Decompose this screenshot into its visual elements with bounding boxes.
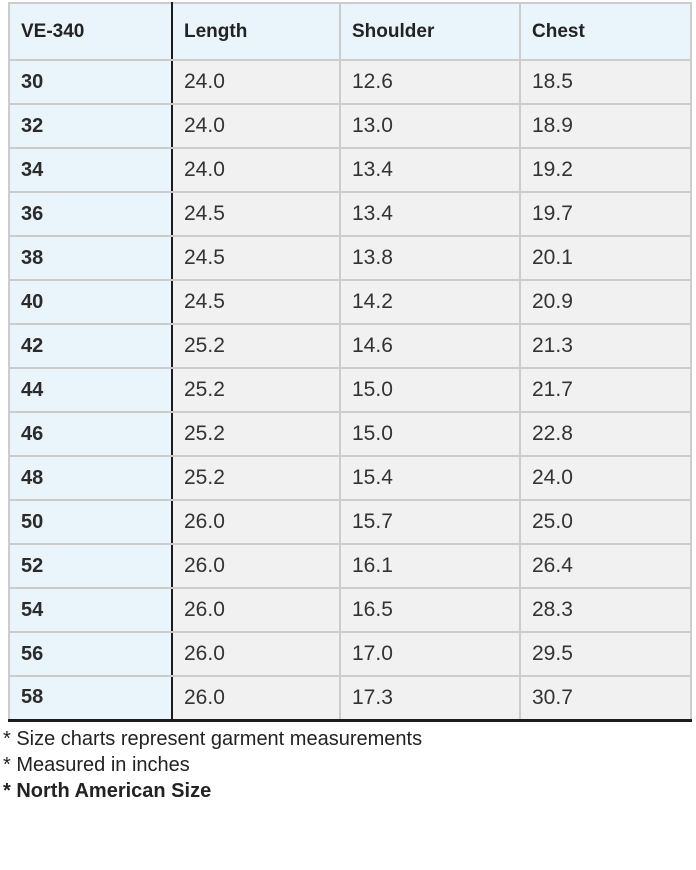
measurement-cell: 15.7 [339, 499, 521, 545]
measurement-cell: 15.0 [339, 367, 521, 413]
size-cell: 38 [8, 235, 173, 281]
footnote-line: * Measured in inches [3, 753, 190, 776]
measurement-cell: 18.5 [519, 59, 692, 105]
length-header-cell: Length [171, 2, 341, 61]
measurement-cell: 19.2 [519, 147, 692, 193]
measurement-cell: 26.0 [171, 587, 341, 633]
measurement-cell: 24.5 [171, 191, 341, 237]
measurement-cell: 14.2 [339, 279, 521, 325]
measurement-cell: 25.2 [171, 455, 341, 501]
model-header-cell: VE-340 [8, 2, 173, 61]
measurement-cell: 20.9 [519, 279, 692, 325]
measurement-cell: 29.5 [519, 631, 692, 677]
measurement-cell: 28.3 [519, 587, 692, 633]
measurement-cell: 20.1 [519, 235, 692, 281]
footnotes: * Size charts represent garment measurem… [3, 726, 696, 804]
shoulder-header-cell: Shoulder [339, 2, 521, 61]
chest-header-cell: Chest [519, 2, 692, 61]
measurement-cell: 24.0 [171, 147, 341, 193]
size-cell: 50 [8, 499, 173, 545]
measurement-cell: 24.0 [519, 455, 692, 501]
size-chart-body: 30 24.0 12.6 18.5 32 24.0 13.0 18.9 34 24.0 13.4 19… [8, 59, 692, 721]
measurement-cell: 21.3 [519, 323, 692, 369]
size-cell: 56 [8, 631, 173, 677]
measurement-cell: 25.2 [171, 323, 341, 369]
size-cell: 54 [8, 587, 173, 633]
measurement-cell: 19.7 [519, 191, 692, 237]
measurement-cell: 17.0 [339, 631, 521, 677]
measurement-cell: 24.0 [171, 103, 341, 149]
measurement-cell: 15.0 [339, 411, 521, 457]
measurement-cell: 24.0 [171, 59, 341, 105]
table-row: 54 26.0 16.5 28.3 [8, 587, 692, 633]
table-row: 36 24.5 13.4 19.7 [8, 191, 692, 237]
table-row: 42 25.2 14.6 21.3 [8, 323, 692, 369]
size-cell: 52 [8, 543, 173, 589]
size-cell: 32 [8, 103, 173, 149]
measurement-cell: 16.1 [339, 543, 521, 589]
table-row: 58 26.0 17.3 30.7 [8, 675, 692, 721]
measurement-cell: 26.0 [171, 543, 341, 589]
measurement-cell: 21.7 [519, 367, 692, 413]
measurement-cell: 26.0 [171, 675, 341, 721]
table-row: 48 25.2 15.4 24.0 [8, 455, 692, 501]
footnote-line: * Size charts represent garment measurem… [3, 727, 423, 750]
measurement-cell: 26.4 [519, 543, 692, 589]
table-row: 38 24.5 13.8 20.1 [8, 235, 692, 281]
measurement-cell: 13.0 [339, 103, 521, 149]
size-cell: 36 [8, 191, 173, 237]
table-row: 46 25.2 15.0 22.8 [8, 411, 692, 457]
measurement-cell: 26.0 [171, 631, 341, 677]
table-row: 44 25.2 15.0 21.7 [8, 367, 692, 413]
table-row: 50 26.0 15.7 25.0 [8, 499, 692, 545]
size-cell: 30 [8, 59, 173, 105]
measurement-cell: 15.4 [339, 455, 521, 501]
size-chart-header: VE-340 Length Shoulder Chest [8, 2, 692, 61]
size-cell: 44 [8, 367, 173, 413]
measurement-cell: 24.5 [171, 279, 341, 325]
measurement-cell: 24.5 [171, 235, 341, 281]
measurement-cell: 14.6 [339, 323, 521, 369]
measurement-cell: 22.8 [519, 411, 692, 457]
table-row: 32 24.0 13.0 18.9 [8, 103, 692, 149]
measurement-cell: 17.3 [339, 675, 521, 721]
table-row: 52 26.0 16.1 26.4 [8, 543, 692, 589]
size-chart-table: VE-340 Length Shoulder Chest 30 24.0 12.6 1… [8, 2, 692, 722]
footnote-line: * North American Size [3, 779, 212, 802]
measurement-cell: 18.9 [519, 103, 692, 149]
size-cell: 48 [8, 455, 173, 501]
size-cell: 34 [8, 147, 173, 193]
measurement-cell: 26.0 [171, 499, 341, 545]
size-cell: 46 [8, 411, 173, 457]
measurement-cell: 13.8 [339, 235, 521, 281]
measurement-cell: 13.4 [339, 191, 521, 237]
measurement-cell: 13.4 [339, 147, 521, 193]
table-row: 34 24.0 13.4 19.2 [8, 147, 692, 193]
measurement-cell: 16.5 [339, 587, 521, 633]
size-cell: 40 [8, 279, 173, 325]
measurement-cell: 25.2 [171, 411, 341, 457]
header-row: VE-340 Length Shoulder Chest [8, 2, 692, 61]
size-cell: 42 [8, 323, 173, 369]
table-row: 30 24.0 12.6 18.5 [8, 59, 692, 105]
measurement-cell: 25.2 [171, 367, 341, 413]
size-cell: 58 [8, 675, 173, 721]
measurement-cell: 12.6 [339, 59, 521, 105]
measurement-cell: 30.7 [519, 675, 692, 721]
table-row: 56 26.0 17.0 29.5 [8, 631, 692, 677]
table-row: 40 24.5 14.2 20.9 [8, 279, 692, 325]
measurement-cell: 25.0 [519, 499, 692, 545]
